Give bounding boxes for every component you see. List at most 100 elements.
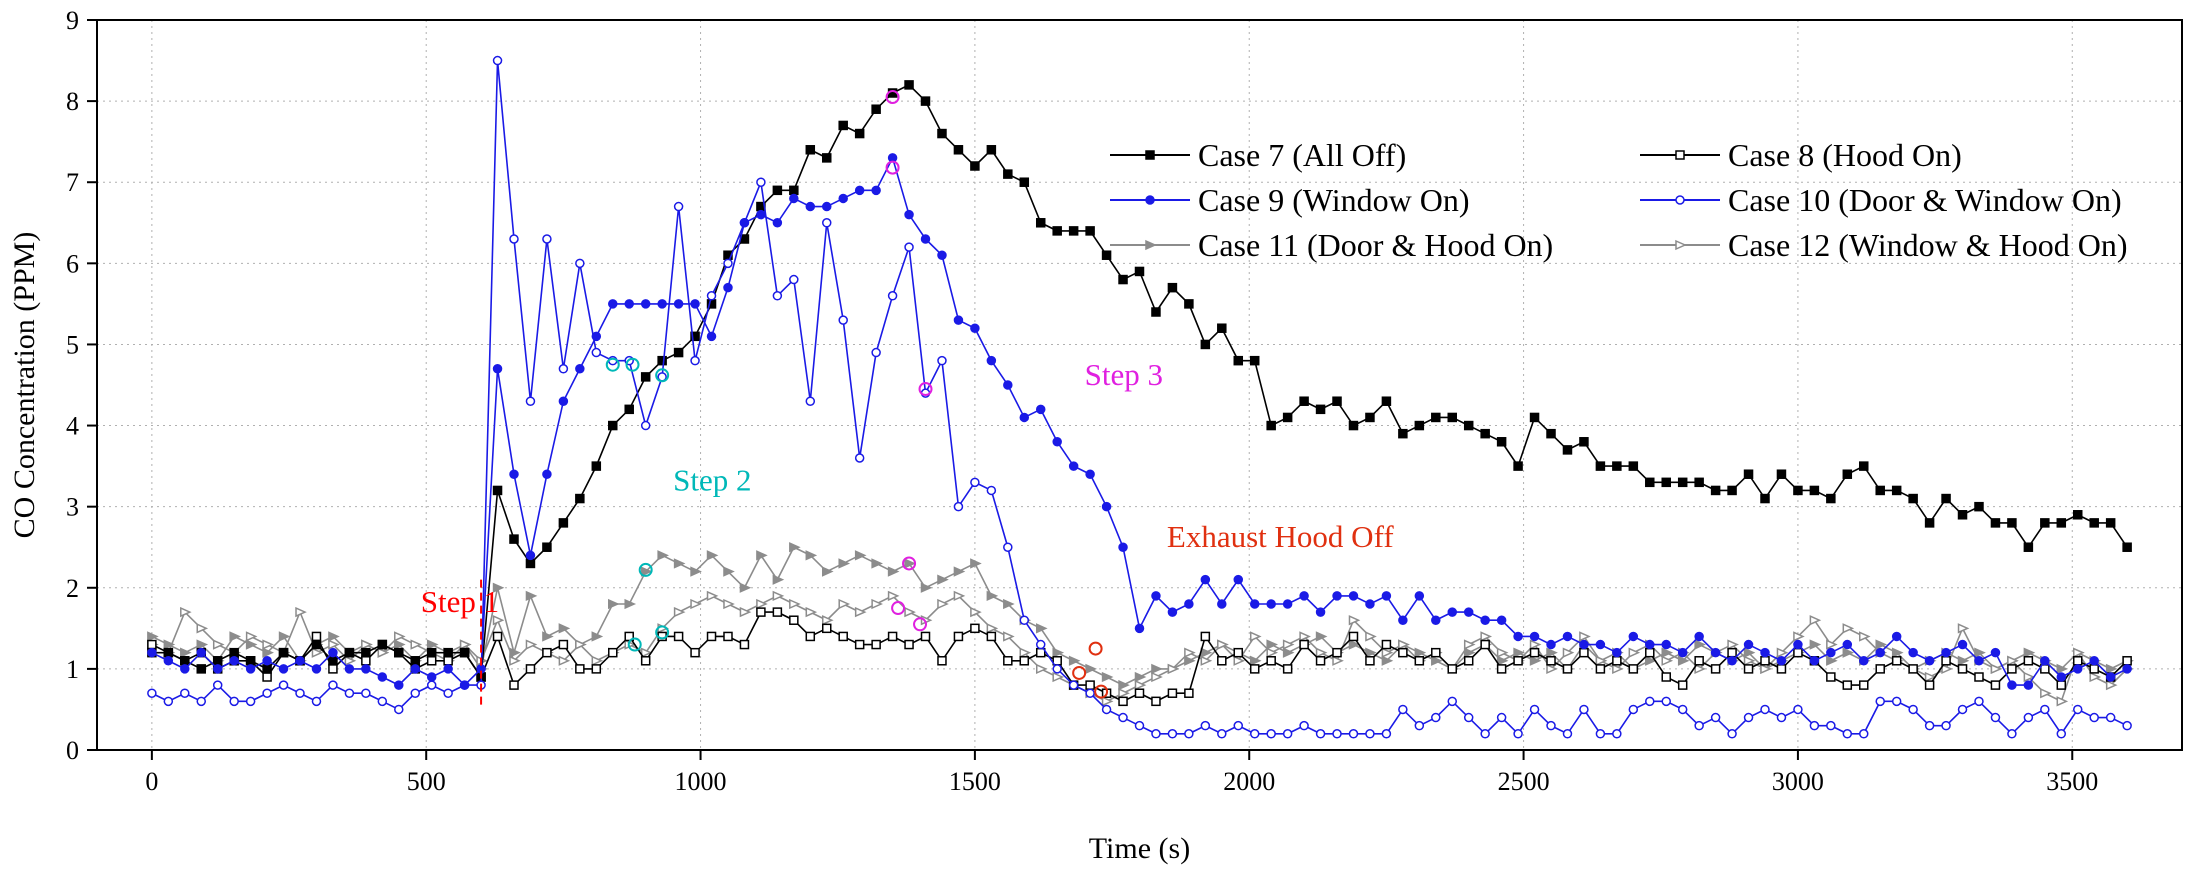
event-marker (913, 617, 928, 632)
data-point (1003, 656, 1013, 666)
data-point (673, 347, 684, 358)
data-point (1200, 631, 1211, 642)
data-point (1875, 647, 1885, 658)
data-point (1463, 607, 1474, 617)
data-point (1529, 412, 1540, 423)
data-point (459, 639, 472, 650)
data-point (822, 623, 832, 634)
data-point (1019, 656, 1030, 666)
data-point (1447, 412, 1457, 423)
data-point (426, 656, 437, 666)
data-point (262, 639, 274, 650)
data-point (1035, 663, 1048, 675)
data-point (426, 672, 437, 682)
data-point (1134, 720, 1145, 731)
data-point (838, 193, 848, 204)
data-point (2073, 656, 2083, 666)
data-point (871, 104, 881, 114)
data-point (1118, 542, 1128, 552)
x-tick-label: 1000 (675, 767, 727, 796)
data-point (1282, 599, 1293, 609)
data-point (361, 647, 371, 658)
data-point (328, 631, 340, 642)
x-tick-label: 0 (145, 767, 158, 796)
data-point (377, 696, 388, 707)
data-point (1315, 607, 1326, 617)
data-point (1957, 655, 1970, 666)
data-point (1381, 639, 1392, 650)
data-point (229, 696, 239, 707)
data-point (838, 120, 848, 131)
data-point (1645, 477, 1655, 488)
data-point (1595, 664, 1606, 674)
data-point (1842, 639, 1853, 650)
data-point (377, 672, 388, 682)
data-point (212, 664, 223, 674)
data-point (1003, 380, 1013, 390)
data-point (394, 680, 404, 690)
data-point (1859, 461, 1869, 471)
data-point (542, 647, 552, 658)
data-point (970, 606, 982, 618)
data-point (1282, 639, 1295, 650)
data-point (1299, 639, 1309, 650)
data-point (278, 647, 289, 658)
data-point (1677, 655, 1690, 666)
data-point (1052, 647, 1065, 658)
data-point (1529, 639, 1542, 650)
data-point (953, 315, 964, 325)
data-point (1381, 655, 1394, 666)
data-point (838, 598, 851, 610)
data-point (1891, 631, 1902, 642)
data-point (147, 631, 159, 642)
data-point (558, 655, 571, 666)
data-point (1184, 655, 1196, 666)
data-point (1200, 574, 1211, 585)
event-marker (1088, 641, 1103, 656)
data-point (1628, 704, 1639, 715)
data-point (2105, 679, 2118, 691)
data-point (1974, 672, 1984, 682)
data-point (2105, 672, 2116, 682)
data-point (229, 647, 239, 658)
data-point (1431, 615, 1441, 625)
data-point (1447, 664, 1457, 674)
annotations-layer: Step 1 Step 2 Step 3 Exhaust Hood Off (421, 357, 1394, 710)
data-point (2040, 688, 2052, 699)
data-point (1249, 599, 1260, 609)
data-point (1134, 671, 1147, 683)
data-point (1249, 664, 1260, 674)
data-point (542, 542, 552, 552)
legend-item-case7: Case 7 (All Off) (1110, 137, 1406, 173)
data-point (2122, 542, 2132, 552)
data-point (1085, 688, 1095, 698)
data-point (723, 258, 733, 269)
data-point (1398, 647, 1408, 658)
data-point (1052, 671, 1065, 683)
data-point (1496, 647, 1509, 658)
data-point (1217, 639, 1229, 650)
data-point (591, 461, 602, 471)
data-point (2040, 656, 2050, 666)
data-point (2073, 510, 2083, 520)
data-point (1266, 647, 1279, 658)
data-point (410, 664, 420, 674)
data-point (525, 664, 536, 674)
data-point (1217, 323, 1227, 333)
data-point (1990, 647, 2001, 658)
data-point (1282, 647, 1295, 658)
data-point (163, 656, 174, 666)
data-point (1315, 404, 1326, 415)
data-point (1447, 696, 1457, 707)
data-point (1299, 631, 1311, 642)
legend-label-case11: Case 11 (Door & Hood On) (1198, 227, 1553, 263)
data-point (591, 655, 604, 666)
data-point (2056, 680, 2067, 690)
data-point (2089, 712, 2099, 723)
data-point (970, 477, 980, 488)
data-point (361, 656, 371, 666)
data-point (1694, 477, 1704, 488)
data-point (1875, 696, 1885, 707)
data-point (1727, 485, 1737, 496)
